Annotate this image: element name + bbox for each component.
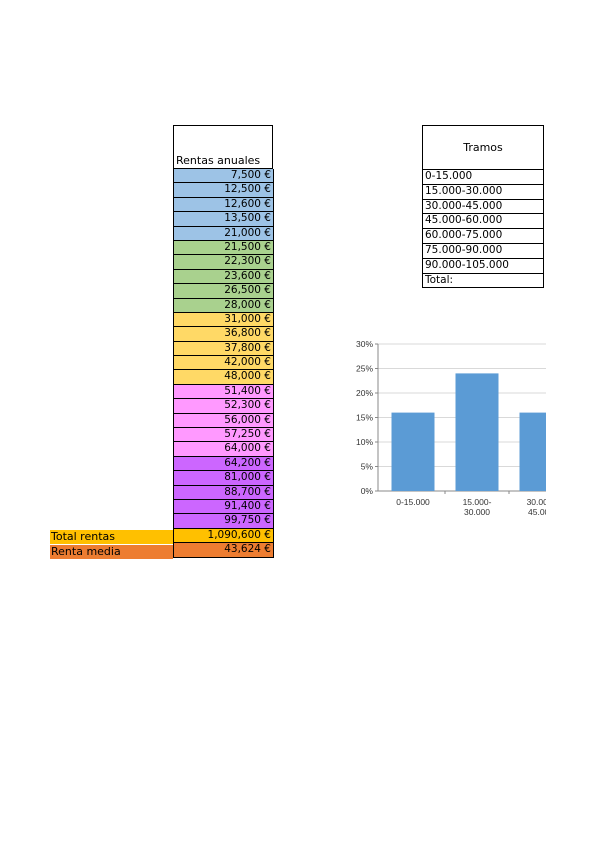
renta-cell[interactable]: 26,500 € <box>173 284 274 299</box>
x-tick-label: 45.000 <box>528 507 546 517</box>
tramo-cell[interactable]: 90.000-105.000 <box>422 258 544 274</box>
histogram-chart[interactable]: 0%5%10%15%20%25%30%0-15.000 15.000-30.000… <box>350 335 546 525</box>
total-rentas-value[interactable]: 1,090,600 € <box>173 528 274 544</box>
bar <box>391 412 435 491</box>
tramo-cell[interactable]: 15.000-30.000 <box>422 184 544 200</box>
renta-cell[interactable]: 57,250 € <box>173 428 274 443</box>
y-tick-label: 25% <box>356 364 373 374</box>
tramos-header-label: Tramos <box>463 141 503 154</box>
renta-cell[interactable]: 22,300 € <box>173 255 274 270</box>
tramo-cell[interactable]: 45.000-60.000 <box>422 214 544 230</box>
renta-cell[interactable]: 56,000 € <box>173 413 274 429</box>
tramo-cell[interactable]: 0-15.000 <box>422 170 544 185</box>
rentas-header-label: Rentas anuales <box>176 154 261 167</box>
tramo-cell[interactable]: 75.000-90.000 <box>422 243 544 259</box>
renta-cell[interactable]: 64,200 € <box>173 456 274 472</box>
renta-cell[interactable]: 12,500 € <box>173 183 274 198</box>
renta-cell[interactable]: 12,600 € <box>173 197 274 213</box>
y-tick-label: 15% <box>356 413 373 423</box>
renta-cell[interactable]: 99,750 € <box>173 514 274 529</box>
renta-cell[interactable]: 64,000 € <box>173 442 274 457</box>
tramos-header[interactable]: Tramos <box>422 125 544 170</box>
renta-media-label[interactable]: Renta media <box>50 545 173 559</box>
renta-cell[interactable]: 88,700 € <box>173 485 274 500</box>
x-tick-label: 15.000- <box>463 497 492 507</box>
rentas-header[interactable]: Rentas anuales <box>173 125 273 169</box>
y-tick-label: 10% <box>356 437 373 447</box>
total-rentas-label[interactable]: Total rentas <box>50 530 173 544</box>
tramo-cell[interactable]: 60.000-75.000 <box>422 229 544 244</box>
renta-cell[interactable]: 31,000 € <box>173 312 274 328</box>
bar <box>455 373 499 491</box>
renta-cell[interactable]: 13,500 € <box>173 212 274 227</box>
tramos-column: 0-15.000 15.000-30.000 30.000-45.000 45.000… <box>422 170 544 289</box>
renta-cell[interactable]: 23,600 € <box>173 269 274 285</box>
renta-cell[interactable]: 7,500 € <box>173 169 274 184</box>
x-tick-label: 0-15.000 <box>396 497 430 507</box>
renta-cell[interactable]: 28,000 € <box>173 298 274 313</box>
renta-media-value[interactable]: 43,624 € <box>173 543 274 558</box>
x-tick-label: 30.000 <box>464 507 490 517</box>
y-tick-label: 30% <box>356 339 373 349</box>
y-tick-label: 0% <box>361 486 374 496</box>
bar <box>519 412 546 491</box>
tramo-cell[interactable]: 30.000-45.000 <box>422 199 544 215</box>
tramo-cell[interactable]: Total: <box>422 273 544 289</box>
y-tick-label: 5% <box>361 462 374 472</box>
renta-cell[interactable]: 36,800 € <box>173 327 274 342</box>
renta-cell[interactable]: 48,000 € <box>173 370 274 385</box>
renta-cell[interactable]: 52,300 € <box>173 399 274 414</box>
y-tick-label: 20% <box>356 388 373 398</box>
renta-cell[interactable]: 21,500 € <box>173 240 274 256</box>
x-tick-label: 30.000- <box>527 497 546 507</box>
renta-cell[interactable]: 51,400 € <box>173 384 274 400</box>
rentas-column: 7,500 €12,500 €12,600 €13,500 €21,000 €2… <box>173 169 274 558</box>
renta-cell[interactable]: 81,000 € <box>173 471 274 486</box>
renta-cell[interactable]: 42,000 € <box>173 356 274 371</box>
renta-cell[interactable]: 91,400 € <box>173 499 274 515</box>
renta-cell[interactable]: 21,000 € <box>173 226 274 241</box>
renta-cell[interactable]: 37,800 € <box>173 341 274 357</box>
